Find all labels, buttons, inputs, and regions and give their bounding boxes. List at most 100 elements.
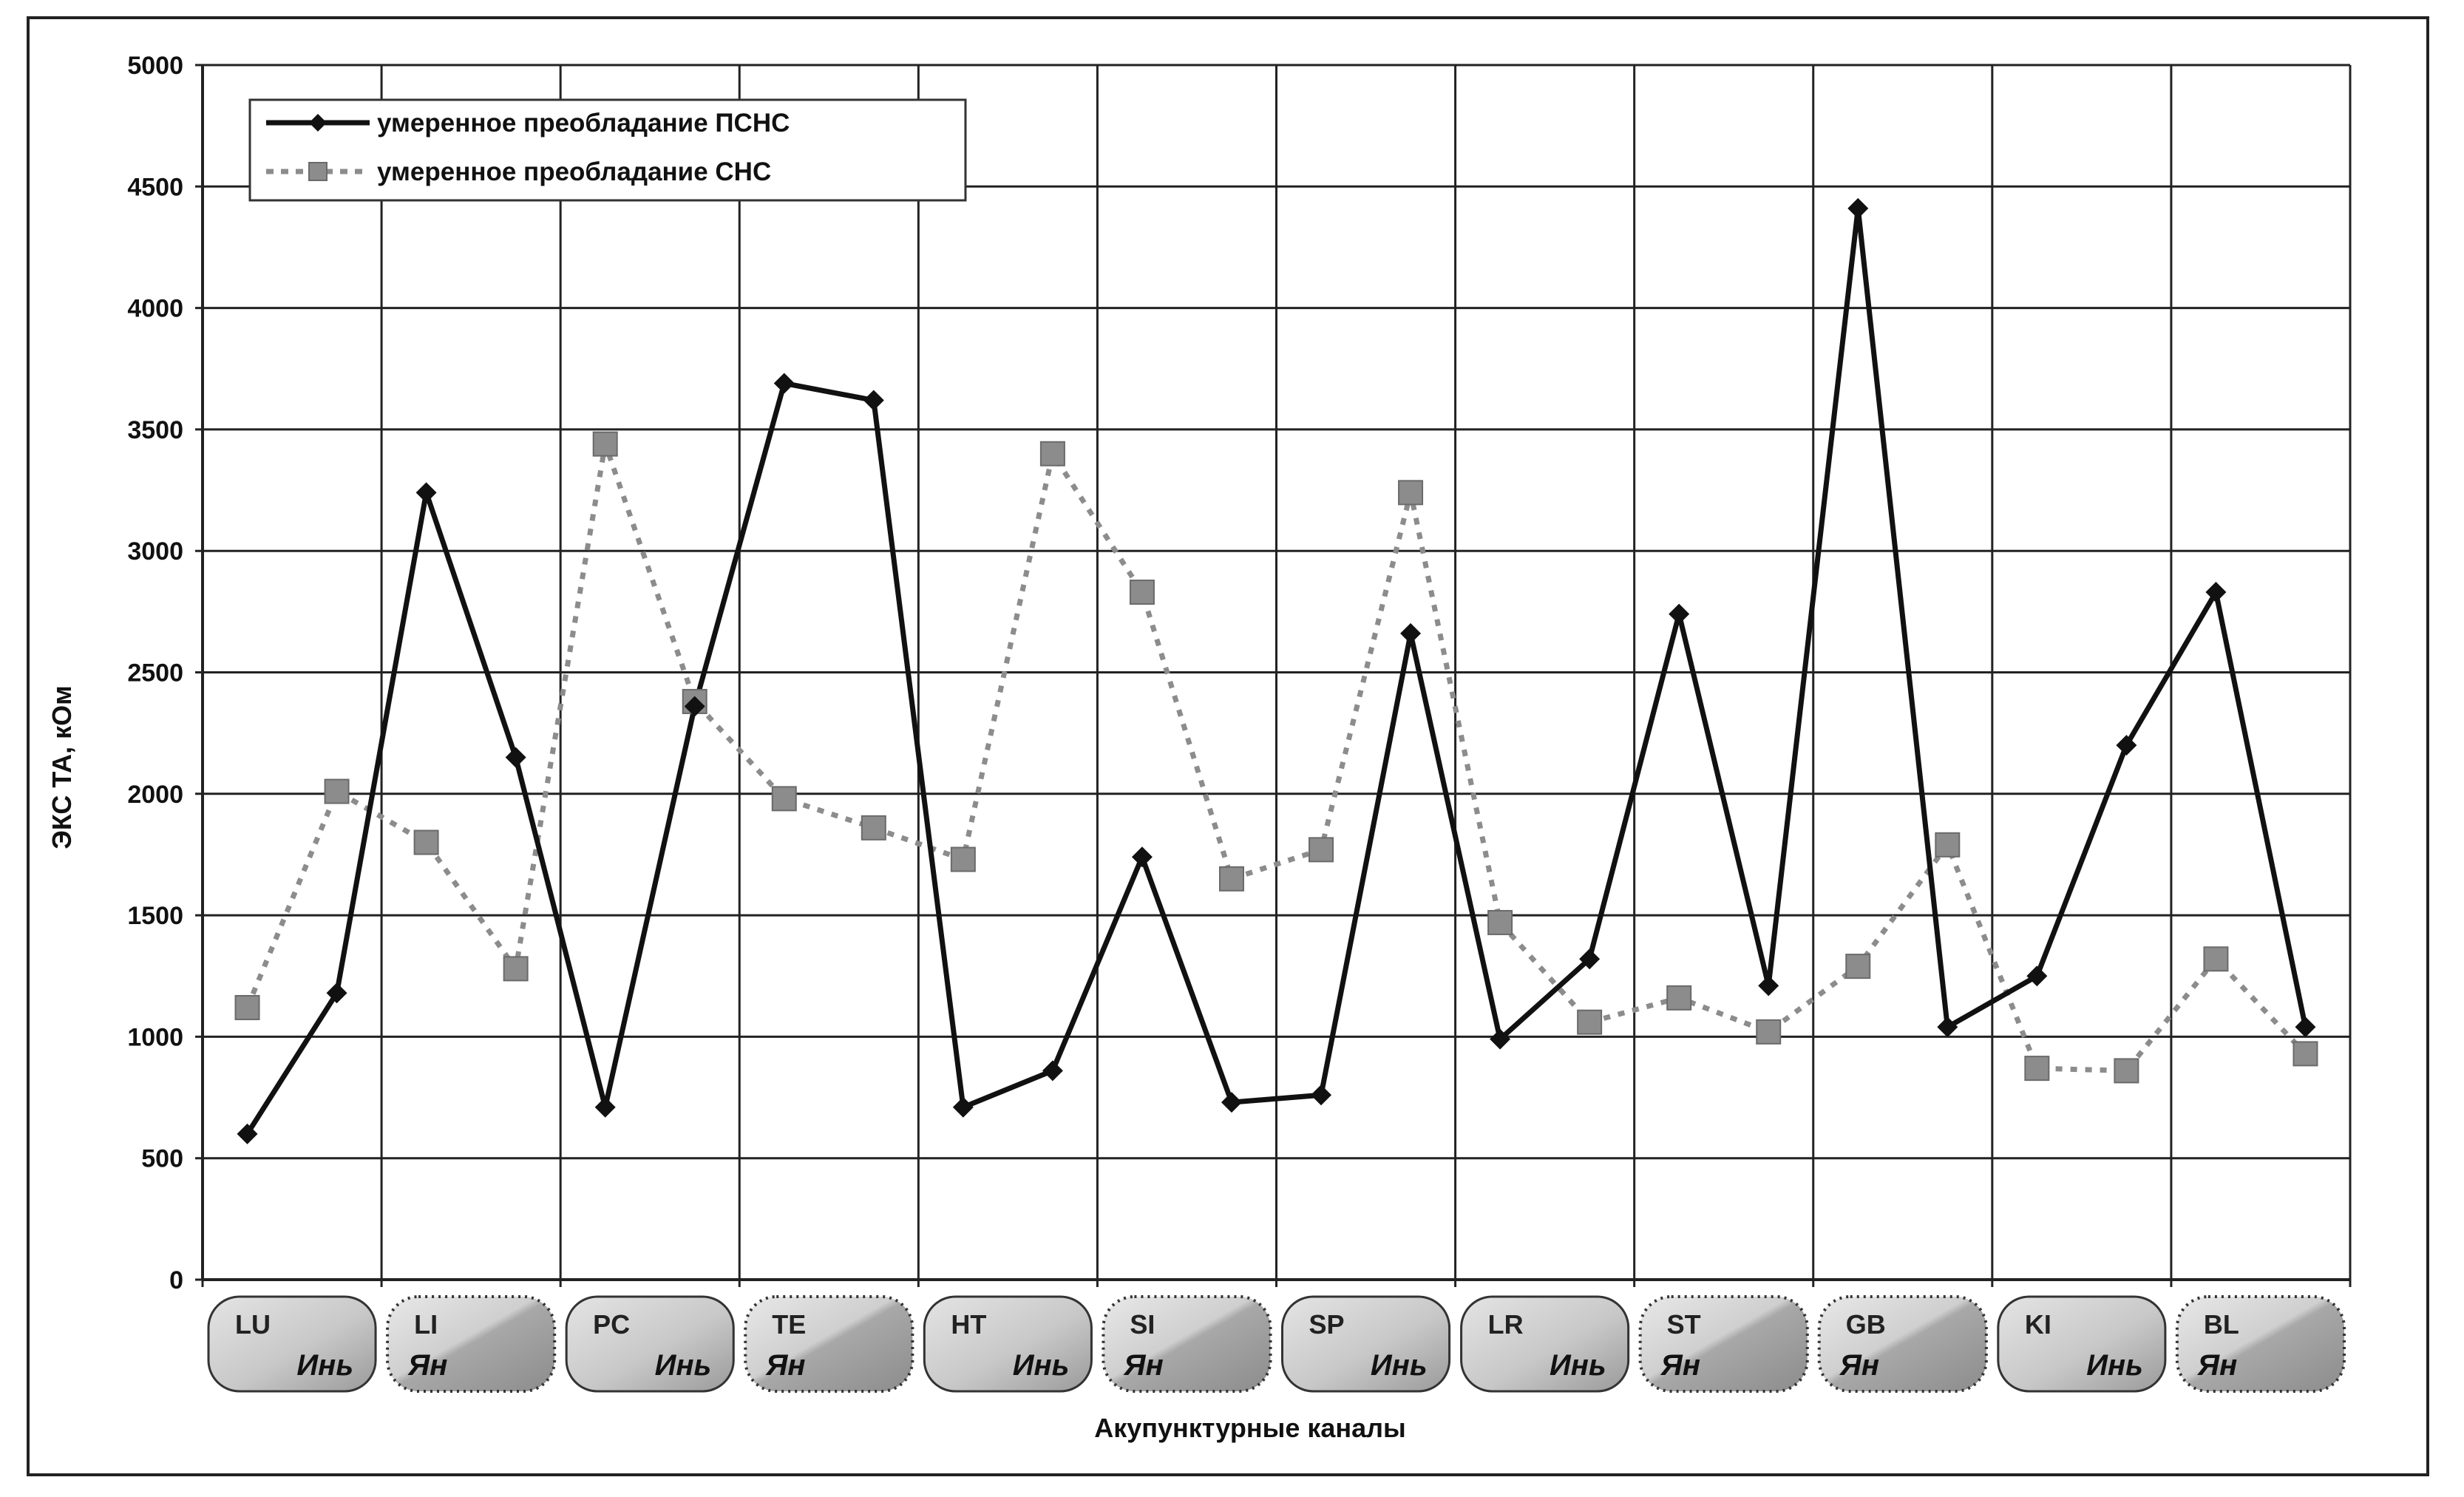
data-point-sns (1487, 909, 1513, 935)
channel-code-label: LR (1488, 1309, 1524, 1340)
data-point-pshns (1937, 1016, 1958, 1038)
channel-badges: LU Инь LI Ян PC Инь TE Ян HT Инь SI Ян SP Инь LR Инь ST Я… (207, 1295, 2346, 1393)
y-axis-ticks: 0 500 1000 1500 2000 2500 3000 3500 4000 4500 5000 (127, 52, 183, 1294)
x-axis-title: Акупунктурные каналы (1094, 1413, 1406, 1443)
data-point-pshns (1400, 622, 1422, 644)
data-point-pshns (952, 1096, 974, 1118)
channel-type-label: Ян (2197, 1349, 2237, 1382)
data-point-pshns (1847, 197, 1869, 219)
data-point-sns (1129, 580, 1155, 605)
legend-marker-diamond (309, 114, 327, 132)
y-tick-label: 2500 (127, 659, 183, 688)
data-point-pshns (1042, 1060, 1063, 1082)
data-point-sns (324, 778, 350, 804)
data-point-pshns (1311, 1084, 1332, 1106)
channel-type-label: Инь (1371, 1349, 1428, 1382)
data-point-sns (2114, 1058, 2139, 1084)
channel-badge (2175, 1295, 2346, 1393)
channel-code-label: LI (414, 1309, 438, 1340)
grid (195, 64, 2352, 1287)
data-point-sns (413, 829, 439, 855)
y-tick-label: 4500 (127, 173, 183, 201)
channel-code-label: LU (235, 1309, 271, 1340)
channel-code-label: GB (1846, 1309, 1886, 1340)
data-point-sns (592, 431, 618, 457)
channel-type-label: Инь (2086, 1349, 2143, 1382)
series-line-pshns (245, 206, 2308, 1136)
y-tick-label: 4000 (127, 295, 183, 323)
channel-code-label: BL (2204, 1309, 2239, 1340)
data-point-pshns (684, 696, 705, 717)
data-point-pshns (594, 1096, 616, 1118)
data-point-pshns (326, 982, 347, 1004)
data-point-sns (1756, 1019, 1782, 1045)
channel-badge (744, 1295, 914, 1393)
channel-badge (1102, 1295, 1272, 1393)
channel-type-label: Инь (296, 1349, 353, 1382)
data-point-pshns (2205, 582, 2227, 603)
data-point-pshns (505, 747, 526, 768)
y-tick-label: 1500 (127, 902, 183, 930)
channel-code-label: SP (1309, 1309, 1345, 1340)
data-point-pshns (863, 390, 884, 411)
channel-code-label: ST (1667, 1309, 1701, 1340)
channel-badge (207, 1295, 377, 1393)
data-point-pshns (415, 482, 437, 503)
data-point-pshns (1131, 846, 1153, 868)
data-point-pshns (773, 373, 795, 394)
legend-box (248, 98, 967, 202)
y-tick-label: 2000 (127, 781, 183, 809)
y-tick-label: 0 (169, 1266, 183, 1294)
line-chart: 0 500 1000 1500 2000 2500 3000 3500 4000 4500 5000… (47, 52, 2352, 1443)
channel-badge (923, 1295, 1093, 1393)
data-point-sns (1039, 441, 1065, 466)
channel-type-label: Ян (407, 1349, 447, 1382)
channel-type-label: Ян (1660, 1349, 1700, 1382)
data-point-pshns (1490, 1028, 1511, 1050)
data-point-sns (2024, 1056, 2050, 1082)
channel-type-label: Инь (1013, 1349, 1070, 1382)
data-point-pshns (1579, 948, 1601, 970)
channel-type-label: Ян (765, 1349, 805, 1382)
chart-frame: 0 500 1000 1500 2000 2500 3000 3500 4000 4500 5000… (27, 16, 2429, 1476)
series-line-sns (245, 441, 2308, 1073)
data-point-sns (1935, 832, 1961, 858)
data-point-pshns (2116, 735, 2137, 756)
channel-badge (1460, 1295, 1630, 1393)
data-point-sns (503, 956, 529, 982)
y-tick-label: 3000 (127, 537, 183, 566)
data-point-pshns (2026, 965, 2048, 987)
channel-code-label: KI (2025, 1309, 2051, 1340)
channel-badge (1817, 1295, 1988, 1393)
data-point-pshns (1758, 975, 1779, 997)
data-point-sns (1845, 954, 1871, 980)
data-point-sns (1577, 1009, 1603, 1035)
channel-code-label: SI (1130, 1309, 1155, 1340)
y-tick-label: 1000 (127, 1023, 183, 1051)
channel-badge (1638, 1295, 1809, 1393)
data-point-sns (950, 846, 976, 872)
data-point-pshns (1221, 1092, 1242, 1113)
legend: умеренное преобладание ПСНС умеренное пр… (248, 98, 967, 202)
legend-label-sns: умеренное преобладание СНС (377, 157, 771, 186)
y-tick-label: 3500 (127, 416, 183, 444)
channel-badge (1997, 1295, 2167, 1393)
data-point-sns (771, 786, 797, 812)
y-tick-label: 5000 (127, 52, 183, 80)
channel-type-label: Инь (1550, 1349, 1606, 1382)
data-point-sns (2292, 1041, 2318, 1067)
channel-code-label: TE (772, 1309, 806, 1340)
channel-type-label: Ян (1839, 1349, 1879, 1382)
data-point-sns (1398, 480, 1424, 506)
data-point-pshns (2295, 1016, 2316, 1038)
data-point-sns (861, 815, 886, 841)
data-point-pshns (237, 1123, 258, 1144)
channel-type-label: Инь (655, 1349, 712, 1382)
channel-badge (1281, 1295, 1451, 1393)
data-point-sns (234, 994, 260, 1020)
channel-code-label: HT (951, 1309, 986, 1340)
channel-badge (386, 1295, 557, 1393)
data-point-sns (1218, 866, 1244, 892)
legend-label-pshns: умеренное преобладание ПСНС (377, 109, 790, 138)
y-tick-label: 500 (141, 1145, 183, 1173)
